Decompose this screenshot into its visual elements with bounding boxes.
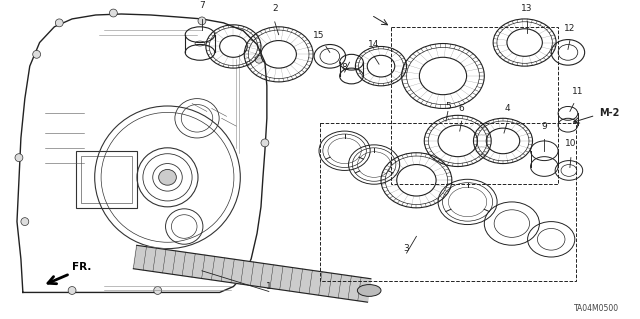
Circle shape (261, 139, 269, 147)
Bar (81, 156, 132, 203)
Text: 5: 5 (445, 102, 451, 111)
Text: 3: 3 (404, 244, 410, 253)
Text: 15: 15 (313, 31, 324, 40)
Polygon shape (133, 245, 371, 302)
Text: TA04M0500: TA04M0500 (574, 304, 619, 313)
Text: 1: 1 (266, 282, 272, 292)
Text: 11: 11 (572, 87, 584, 96)
Circle shape (255, 55, 263, 63)
Text: 4: 4 (504, 104, 509, 113)
Text: M-2: M-2 (600, 108, 620, 118)
Text: 12: 12 (564, 24, 575, 33)
Circle shape (15, 154, 23, 162)
Text: 10: 10 (565, 139, 577, 148)
Text: 7: 7 (199, 1, 205, 10)
Text: 6: 6 (459, 104, 465, 113)
Circle shape (251, 267, 259, 275)
Ellipse shape (159, 169, 177, 185)
Bar (76, 151, 137, 208)
Circle shape (55, 19, 63, 27)
Text: 13: 13 (521, 4, 532, 13)
Circle shape (154, 286, 161, 294)
Bar (391, 27, 558, 184)
Circle shape (68, 286, 76, 294)
Circle shape (21, 218, 29, 226)
Ellipse shape (357, 285, 381, 296)
Text: 14: 14 (369, 41, 380, 49)
Circle shape (33, 50, 40, 58)
Circle shape (198, 17, 206, 25)
Text: 8: 8 (342, 63, 348, 72)
Text: 2: 2 (272, 4, 278, 13)
Text: FR.: FR. (72, 262, 92, 272)
Text: 9: 9 (541, 122, 547, 131)
Circle shape (109, 9, 117, 17)
